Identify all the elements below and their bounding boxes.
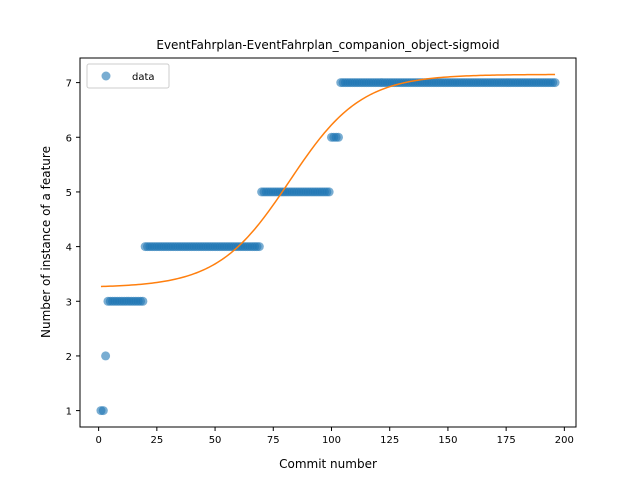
- legend-label-data: data: [132, 72, 155, 83]
- legend-marker-data: [101, 71, 111, 81]
- x-tick-label: 200: [555, 435, 574, 446]
- x-tick-label: 100: [322, 435, 341, 446]
- sigmoid-fit-line: [100, 73, 556, 288]
- y-tick-label: 5: [66, 188, 72, 199]
- chart-title: EventFahrplan-EventFahrplan_companion_ob…: [156, 38, 499, 52]
- x-tick-label: 150: [438, 435, 457, 446]
- data-point: [333, 132, 343, 142]
- x-tick-label: 125: [380, 435, 399, 446]
- axes-frame: [79, 57, 577, 428]
- data-point: [550, 78, 560, 88]
- y-tick-label: 7: [66, 79, 72, 90]
- data-point: [101, 351, 111, 361]
- x-tick-label: 50: [209, 435, 222, 446]
- y-tick-label: 4: [66, 243, 72, 254]
- y-axis-label: Number of instance of a feature: [39, 146, 53, 338]
- data-point: [254, 242, 264, 252]
- x-tick-label: 25: [150, 435, 163, 446]
- y-tick-label: 1: [66, 407, 72, 418]
- y-tick-label: 6: [66, 133, 72, 144]
- data-point: [324, 187, 334, 197]
- x-axis-label: Commit number: [279, 457, 377, 471]
- x-tick-label: 0: [95, 435, 101, 446]
- legend: data: [86, 63, 170, 89]
- y-axis: 1 2 3 4 5 6 7: [66, 79, 80, 418]
- y-tick-label: 3: [66, 297, 72, 308]
- x-tick-label: 75: [267, 435, 280, 446]
- data-point: [98, 406, 108, 416]
- data-point: [138, 296, 148, 306]
- legend-box: [86, 63, 170, 89]
- x-axis: 0 25 50 75 100 125 150 175 200: [95, 427, 574, 446]
- y-tick-label: 2: [66, 352, 72, 363]
- x-tick-label: 175: [497, 435, 516, 446]
- plot-area: 0 25 50 75 100 125 150 175 200 1 2 3 4 5 6 7: [66, 57, 577, 446]
